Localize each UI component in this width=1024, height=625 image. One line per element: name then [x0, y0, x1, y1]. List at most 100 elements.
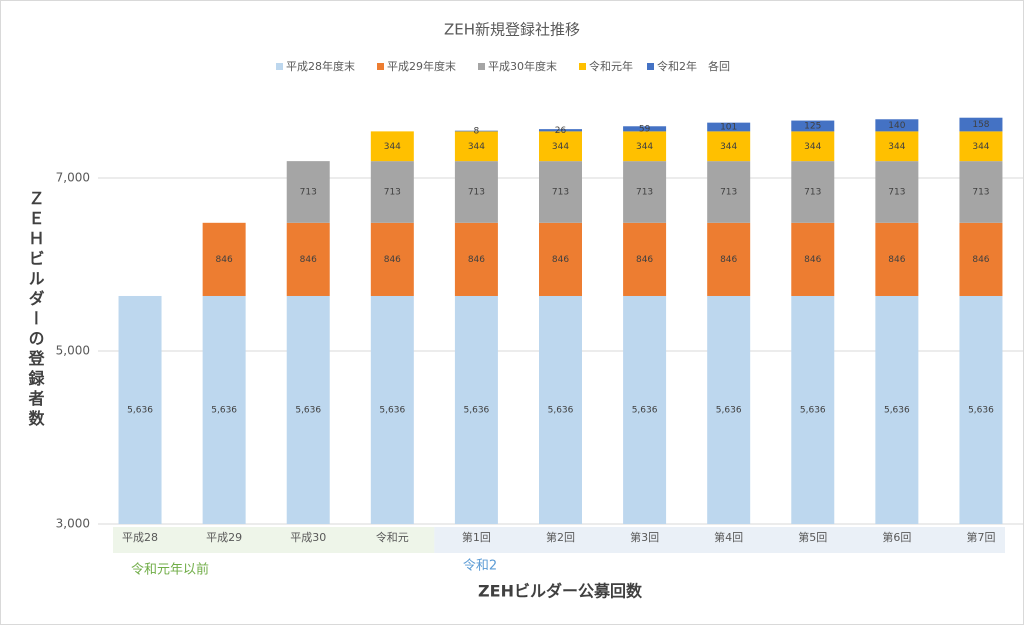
data-label: 713 — [804, 187, 821, 197]
data-label: 5,636 — [632, 405, 658, 415]
bar-segment — [875, 119, 919, 132]
legend-label: 平成30年度末 — [488, 59, 557, 73]
data-label: 846 — [804, 255, 821, 265]
data-label: 846 — [216, 255, 233, 265]
bar-segment — [454, 295, 498, 524]
data-label: 5,636 — [884, 405, 910, 415]
bar-segment — [370, 295, 414, 524]
x-tick-label: 第6回 — [882, 530, 911, 544]
bar-segment — [286, 161, 330, 223]
data-label: 713 — [300, 187, 317, 197]
bar-segment — [454, 161, 498, 223]
data-label: 713 — [888, 187, 905, 197]
x-tick-label: 第1回 — [462, 530, 491, 544]
x-tick-label: 平成29 — [206, 531, 242, 544]
data-label: 5,636 — [211, 405, 237, 415]
data-label: 846 — [720, 255, 737, 265]
legend-label: 平成28年度末 — [286, 59, 355, 73]
x-axis-title: ZEHビルダー公募回数 — [478, 582, 643, 601]
bar-segment — [791, 131, 835, 162]
data-label: 8 — [474, 127, 480, 137]
x-tick-label: 令和元 — [376, 530, 409, 544]
group-band — [113, 527, 435, 553]
data-label: 846 — [972, 255, 989, 265]
bar-segment — [791, 222, 835, 296]
y-tick-label: 3,000 — [56, 517, 90, 531]
bar-segment — [623, 161, 667, 223]
data-label: 344 — [888, 142, 905, 152]
bar-segment — [875, 131, 919, 162]
x-tick-label: 第3回 — [630, 530, 659, 544]
group-label: 令和2 — [463, 559, 497, 574]
bar-segment — [959, 161, 1003, 223]
bar-segment — [539, 129, 582, 132]
data-label: 713 — [552, 187, 569, 197]
bar-segment — [539, 161, 582, 223]
bar-segment — [707, 295, 751, 524]
bar-segment — [959, 222, 1003, 296]
data-label: 140 — [888, 121, 905, 131]
data-label: 5,636 — [295, 405, 321, 415]
bar-segment — [539, 131, 582, 162]
data-label: 846 — [384, 255, 401, 265]
bar-segment — [286, 295, 330, 524]
bar-segment — [707, 131, 751, 162]
y-tick-label: 5,000 — [56, 344, 90, 358]
bar-segment — [791, 161, 835, 223]
data-label: 5,636 — [127, 405, 153, 415]
bar-segment — [959, 131, 1003, 162]
bar-segment — [791, 295, 835, 524]
bar-segment — [370, 161, 414, 223]
x-tick-label: 平成30 — [290, 531, 326, 544]
data-label: 5,636 — [968, 405, 994, 415]
data-label: 846 — [636, 255, 653, 265]
data-label: 846 — [552, 255, 569, 265]
chart-title: ZEH新規登録社推移 — [444, 21, 580, 39]
data-label: 5,636 — [548, 405, 574, 415]
y-tick-label: 7,000 — [56, 171, 90, 185]
bar-segment — [959, 295, 1003, 524]
x-tick-label: 第5回 — [798, 530, 827, 544]
bar-segment — [202, 222, 246, 296]
x-tick-label: 平成28 — [122, 531, 158, 544]
data-label: 344 — [552, 142, 569, 152]
data-label: 158 — [972, 120, 989, 130]
group-band — [434, 527, 1005, 553]
bar-segment — [623, 222, 667, 296]
bar-segment — [118, 295, 162, 524]
data-label: 713 — [468, 187, 485, 197]
bar-segment — [454, 130, 498, 132]
group-label: 令和元年以前 — [131, 562, 209, 578]
bar-segment — [875, 161, 919, 223]
bar-segment — [791, 120, 835, 132]
bar-segment — [202, 295, 246, 524]
legend-label: 令和元年 — [589, 59, 633, 73]
legend-swatch — [377, 63, 384, 70]
bar-segment — [623, 126, 667, 132]
data-label: 846 — [888, 255, 905, 265]
y-axis-title: ＺＥＨビルダーの登録者数 — [26, 190, 46, 430]
data-label: 344 — [384, 142, 401, 152]
data-label: 713 — [720, 187, 737, 197]
data-label: 344 — [972, 142, 989, 152]
data-label: 713 — [972, 187, 989, 197]
data-label: 125 — [804, 121, 821, 131]
bar-segment — [875, 222, 919, 296]
x-tick-label: 第2回 — [546, 530, 575, 544]
data-label: 713 — [636, 187, 653, 197]
x-tick-label: 第4回 — [714, 530, 743, 544]
bar-segment — [539, 222, 582, 296]
data-label: 713 — [384, 187, 401, 197]
bar-segment — [707, 161, 751, 223]
data-label: 59 — [639, 124, 651, 134]
bar-segment — [623, 131, 667, 162]
data-label: 5,636 — [379, 405, 405, 415]
data-label: 846 — [300, 255, 317, 265]
data-label: 26 — [555, 126, 567, 136]
data-label: 101 — [720, 123, 737, 133]
legend-swatch — [478, 63, 485, 70]
data-label: 344 — [804, 142, 821, 152]
bar-segment — [959, 117, 1003, 132]
data-label: 344 — [720, 142, 737, 152]
